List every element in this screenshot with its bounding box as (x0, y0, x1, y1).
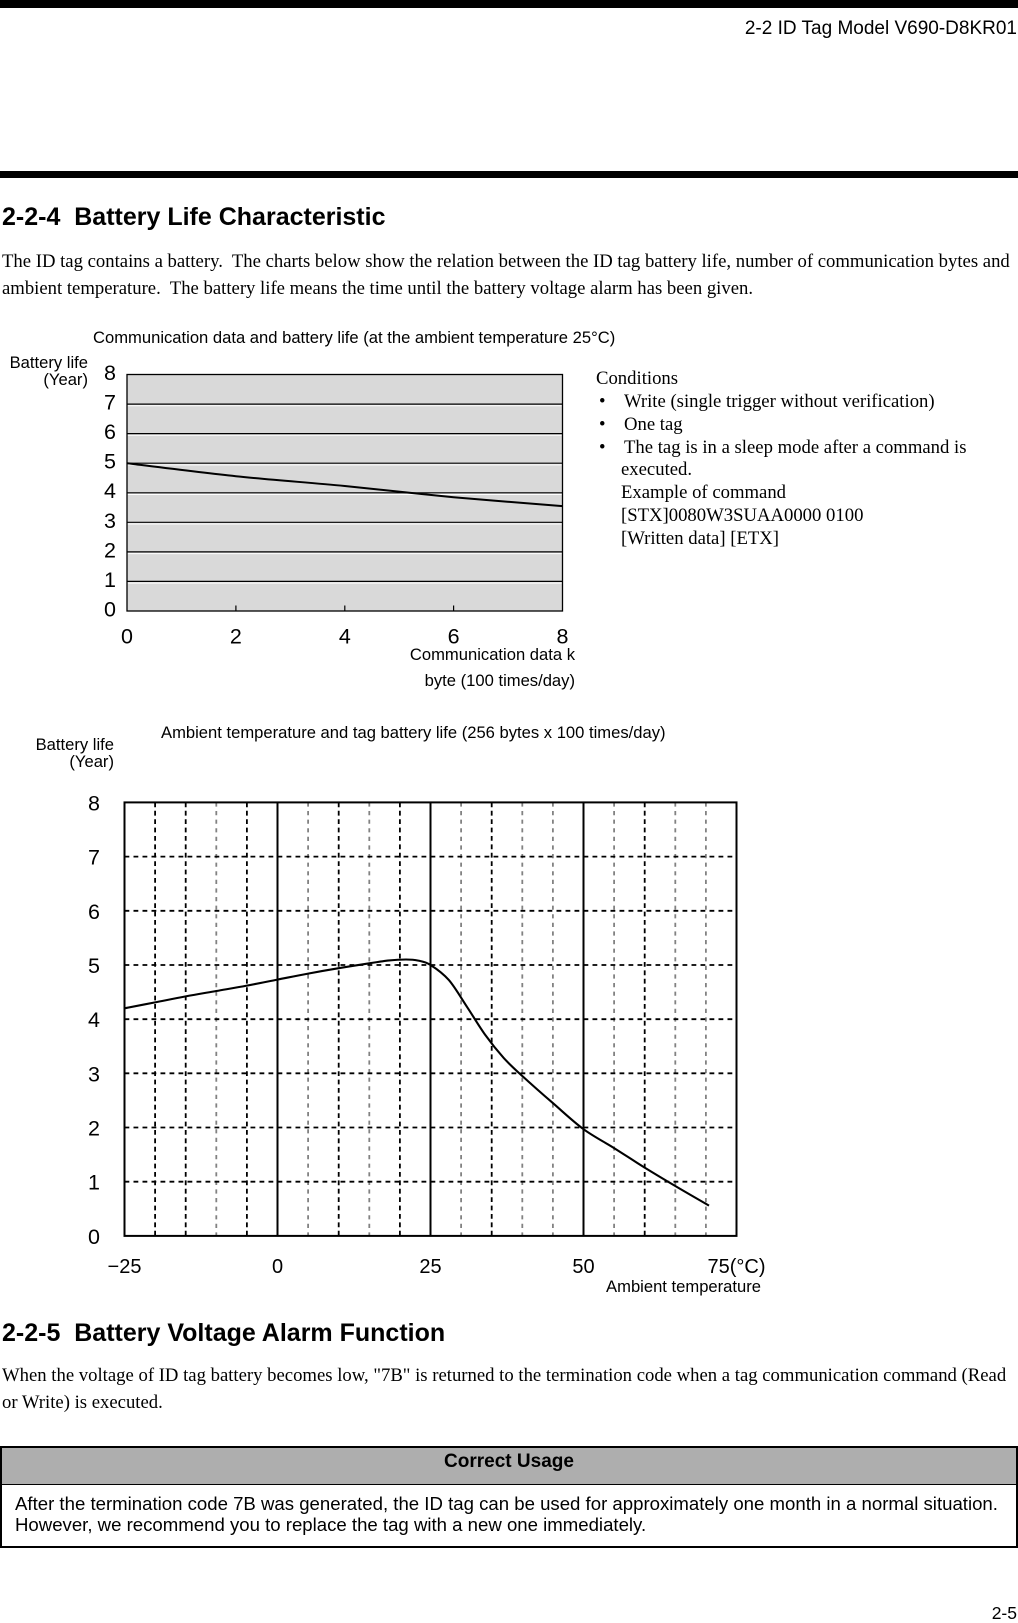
svg-text:6: 6 (88, 900, 100, 924)
svg-text:7: 7 (104, 391, 116, 415)
svg-text:2: 2 (230, 625, 242, 649)
svg-text:4: 4 (104, 479, 116, 503)
svg-text:2: 2 (104, 538, 116, 562)
svg-text:0: 0 (121, 625, 133, 649)
svg-text:25: 25 (419, 1256, 441, 1278)
svg-text:3: 3 (88, 1062, 100, 1086)
svg-text:0: 0 (88, 1225, 100, 1249)
svg-text:5: 5 (104, 450, 116, 474)
svg-text:4: 4 (88, 1008, 100, 1032)
svg-text:0: 0 (272, 1256, 283, 1278)
svg-text:7: 7 (88, 846, 100, 870)
svg-text:8: 8 (88, 791, 100, 815)
svg-text:3: 3 (104, 509, 116, 533)
svg-text:−25: −25 (108, 1256, 142, 1278)
svg-text:2: 2 (88, 1117, 100, 1141)
svg-text:50: 50 (572, 1256, 594, 1278)
svg-text:6: 6 (104, 420, 116, 444)
svg-text:5: 5 (88, 954, 100, 978)
svg-text:8: 8 (104, 361, 116, 385)
svg-text:0: 0 (104, 598, 116, 622)
svg-text:6: 6 (448, 625, 460, 649)
svg-text:75(°C): 75(°C) (707, 1256, 765, 1278)
svg-text:1: 1 (104, 568, 116, 592)
svg-text:8: 8 (557, 625, 569, 649)
svg-text:1: 1 (88, 1171, 100, 1195)
svg-text:4: 4 (339, 625, 351, 649)
